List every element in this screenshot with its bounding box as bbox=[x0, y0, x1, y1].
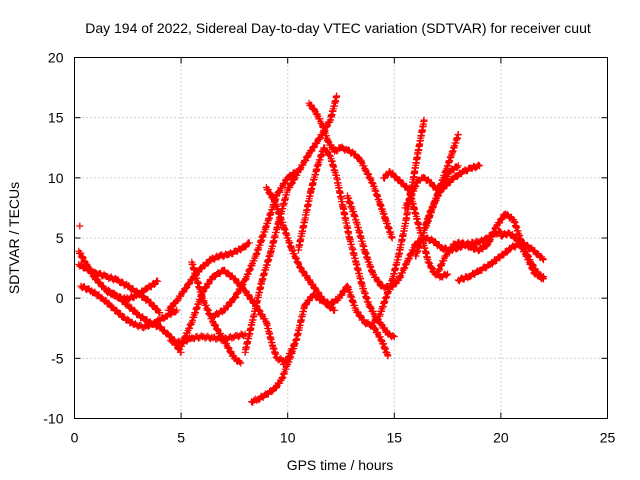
y-tick-label: -5 bbox=[51, 350, 64, 366]
series-markers bbox=[164, 239, 253, 314]
x-tick-label: 0 bbox=[71, 430, 79, 446]
series-markers bbox=[497, 229, 547, 281]
x-tick-label: 25 bbox=[600, 430, 616, 446]
series-s10 bbox=[279, 282, 392, 368]
series-markers bbox=[248, 342, 298, 406]
x-axis-label: GPS time / hours bbox=[287, 457, 394, 473]
series-s13 bbox=[262, 184, 339, 314]
series-s11 bbox=[248, 342, 298, 406]
series-s5 bbox=[164, 239, 253, 314]
y-axis-label: SDTVAR / TECUs bbox=[6, 182, 22, 294]
series-markers bbox=[305, 99, 396, 242]
series-s12 bbox=[241, 92, 341, 356]
series-markers bbox=[241, 92, 341, 356]
series-s14 bbox=[294, 144, 398, 341]
x-tick-label: 15 bbox=[387, 430, 403, 446]
data-layer bbox=[75, 92, 547, 406]
y-tick-label: 20 bbox=[48, 50, 64, 66]
grid-layer bbox=[74, 57, 608, 419]
tick-layer: 0 5 10 15 20 25 -10 -5 0 5 10 15 20 bbox=[43, 50, 615, 446]
series-markers bbox=[422, 131, 462, 230]
chart-title: Day 194 of 2022, Sidereal Day-to-day VTE… bbox=[85, 20, 591, 36]
y-tick-label: 5 bbox=[56, 230, 64, 246]
series-markers bbox=[188, 258, 245, 367]
series-s6 bbox=[188, 258, 245, 367]
series-markers bbox=[369, 116, 428, 327]
series-s24 bbox=[497, 229, 547, 281]
x-tick-label: 20 bbox=[493, 430, 509, 446]
series-s18 bbox=[369, 116, 428, 327]
y-tick-label: 10 bbox=[48, 170, 64, 186]
x-tick-label: 5 bbox=[177, 430, 185, 446]
series-s21 bbox=[422, 131, 462, 230]
series-s25 bbox=[76, 222, 84, 230]
series-markers bbox=[294, 144, 398, 341]
series-markers bbox=[279, 282, 392, 368]
y-tick-label: -10 bbox=[43, 411, 63, 427]
series-s15 bbox=[305, 99, 396, 242]
y-tick-label: 0 bbox=[56, 290, 64, 306]
series-markers bbox=[262, 184, 339, 314]
x-tick-label: 10 bbox=[280, 430, 296, 446]
plot-frame bbox=[74, 57, 608, 419]
y-tick-label: 15 bbox=[48, 110, 64, 126]
series-markers bbox=[76, 222, 84, 230]
